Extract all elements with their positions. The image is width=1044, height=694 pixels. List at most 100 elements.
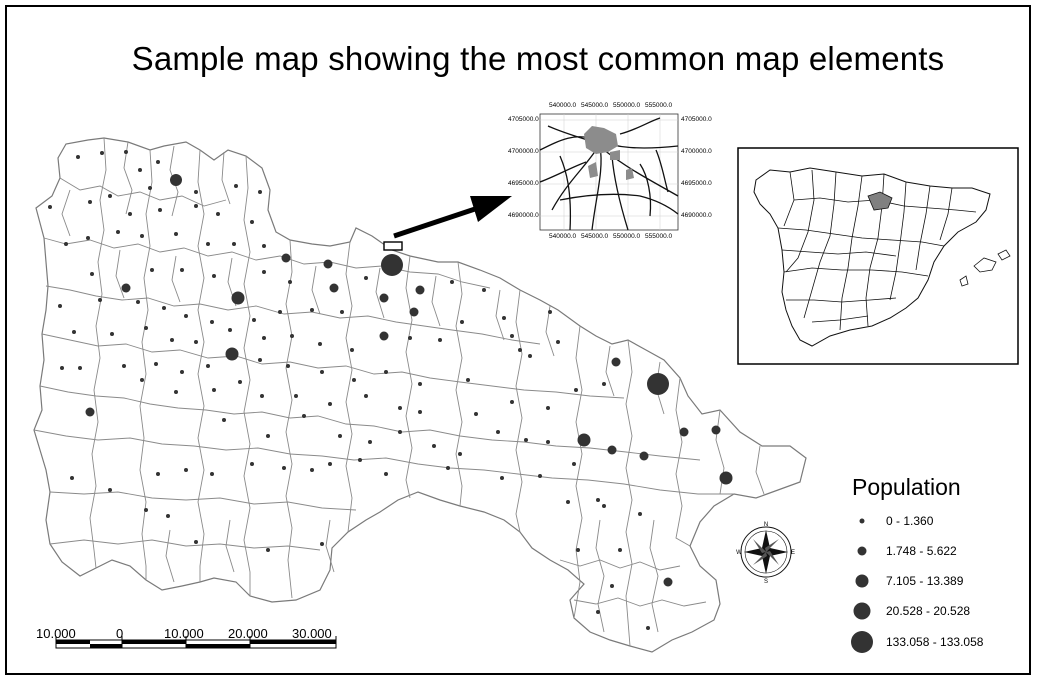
population-symbol: [100, 151, 104, 155]
population-symbol: [232, 242, 236, 246]
inset-ytick-left-1: 4705000.0: [508, 116, 539, 123]
detail-inset: [539, 113, 679, 231]
inset-xtick-bottom-4: 555000.0: [645, 233, 673, 240]
population-symbol: [72, 330, 76, 334]
population-symbol: [258, 358, 262, 362]
legend-label-4: 20.528 - 20.528: [886, 604, 971, 618]
population-symbol: [528, 354, 532, 358]
population-symbol: [222, 418, 226, 422]
inset-ytick-right-3: 4695000.0: [681, 180, 712, 187]
population-symbol: [546, 406, 550, 410]
population-symbol: [210, 472, 214, 476]
population-symbol: [384, 472, 388, 476]
population-symbol: [379, 331, 389, 341]
population-symbol: [458, 452, 462, 456]
population-symbol: [556, 340, 560, 344]
municipal-boundary: [171, 255, 181, 303]
population-symbol: [86, 236, 90, 240]
population-symbol: [85, 407, 95, 417]
compass-rose: N S E W: [736, 522, 795, 585]
population-symbol: [108, 194, 112, 198]
population-symbol: [184, 468, 188, 472]
population-symbol: [510, 400, 514, 404]
population-symbol: [408, 336, 412, 340]
population-symbol: [398, 406, 402, 410]
population-symbol: [194, 190, 198, 194]
municipal-boundary: [225, 519, 235, 573]
population-symbol: [262, 336, 266, 340]
population-symbol: [379, 293, 389, 303]
population-symbol: [576, 548, 580, 552]
municipal-boundary: [675, 377, 691, 547]
inset-xtick-top-2: 545000.0: [581, 102, 609, 109]
population-symbol: [262, 244, 266, 248]
inset-xtick-top-3: 550000.0: [613, 102, 641, 109]
population-symbol: [250, 462, 254, 466]
population-symbol: [398, 430, 402, 434]
municipal-boundary: [595, 519, 605, 633]
municipal-boundary: [43, 237, 491, 289]
population-symbol: [596, 610, 600, 614]
population-symbol: [719, 471, 733, 485]
population-symbol: [212, 388, 216, 392]
municipal-boundary: [45, 285, 541, 345]
population-symbol: [572, 462, 576, 466]
population-symbol: [329, 283, 339, 293]
population-symbol: [88, 200, 92, 204]
spain-locator-inset: [737, 147, 1019, 365]
legend-label-2: 1.748 - 5.622: [886, 544, 957, 558]
population-symbol: [98, 298, 102, 302]
population-symbol: [144, 508, 148, 512]
municipal-boundary: [625, 339, 633, 647]
population-symbol: [320, 370, 324, 374]
population-symbol: [602, 504, 606, 508]
legend-label-3: 7.105 - 13.389: [886, 574, 964, 588]
municipal-boundary: [89, 137, 107, 569]
population-symbol: [158, 208, 162, 212]
municipal-boundary: [243, 155, 251, 596]
population-symbol: [48, 205, 52, 209]
population-symbol: [415, 285, 425, 295]
population-symbol: [60, 366, 64, 370]
municipal-boundary: [345, 241, 353, 533]
population-symbol: [281, 253, 291, 263]
population-symbol: [596, 498, 600, 502]
inset-xtick-top-1: 540000.0: [549, 102, 577, 109]
population-symbol: [124, 150, 128, 154]
population-symbol: [122, 364, 126, 368]
municipal-boundary: [285, 239, 293, 599]
population-symbol: [206, 242, 210, 246]
population-symbol: [288, 280, 292, 284]
population-symbol: [384, 370, 388, 374]
inset-xtick-bottom-2: 545000.0: [581, 233, 609, 240]
population-symbol: [302, 414, 306, 418]
population-symbol: [610, 584, 614, 588]
inset-ytick-right-4: 4690000.0: [681, 212, 712, 219]
population-symbol: [474, 412, 478, 416]
municipal-boundaries: [33, 137, 765, 647]
municipal-boundary: [559, 559, 681, 571]
population-symbol: [228, 328, 232, 332]
population-symbol: [518, 348, 522, 352]
population-symbol: [262, 270, 266, 274]
population-symbol: [170, 174, 182, 186]
population-symbol: [206, 364, 210, 368]
population-symbol: [194, 540, 198, 544]
population-symbol: [438, 338, 442, 342]
population-symbol: [323, 259, 333, 269]
population-symbol: [144, 326, 148, 330]
municipal-boundary: [455, 261, 463, 507]
spain-outline: [753, 167, 991, 347]
population-symbol: [328, 462, 332, 466]
population-symbol: [607, 445, 617, 455]
population-symbol: [450, 280, 454, 284]
scale-label-3: 10.000: [164, 626, 204, 641]
population-symbol: [170, 338, 174, 342]
population-symbol: [602, 382, 606, 386]
population-symbol: [116, 230, 120, 234]
inset-xtick-bottom-3: 550000.0: [613, 233, 641, 240]
population-symbol: [548, 310, 552, 314]
population-symbol: [121, 283, 131, 293]
municipal-boundary: [649, 519, 659, 633]
